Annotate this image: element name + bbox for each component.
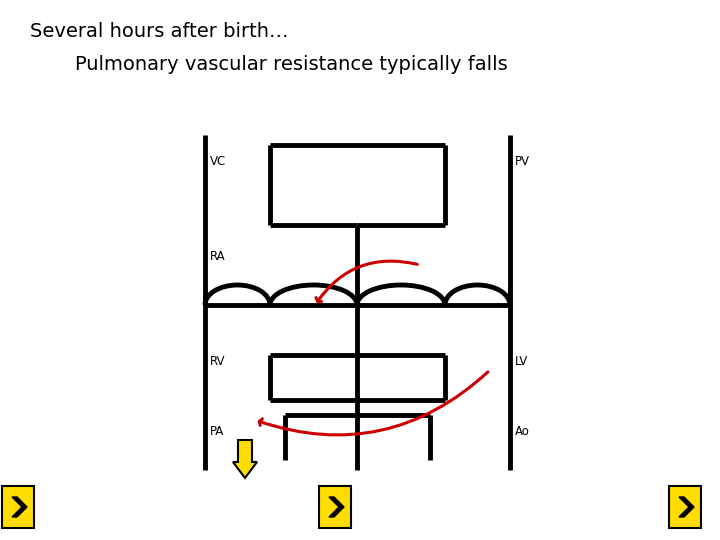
Text: RV: RV — [210, 355, 225, 368]
Polygon shape — [679, 497, 694, 517]
FancyArrow shape — [233, 440, 257, 478]
Text: LV: LV — [515, 355, 528, 368]
Text: Pulmonary vascular resistance typically falls: Pulmonary vascular resistance typically … — [75, 55, 508, 74]
Polygon shape — [329, 497, 344, 517]
FancyBboxPatch shape — [669, 486, 701, 528]
Text: RA: RA — [210, 250, 225, 263]
FancyBboxPatch shape — [2, 486, 34, 528]
Text: VC: VC — [210, 155, 226, 168]
Text: PV: PV — [515, 155, 530, 168]
Text: PA: PA — [210, 425, 224, 438]
Text: Ao: Ao — [515, 425, 530, 438]
FancyBboxPatch shape — [319, 486, 351, 528]
Polygon shape — [12, 497, 27, 517]
Text: Several hours after birth…: Several hours after birth… — [30, 22, 289, 41]
